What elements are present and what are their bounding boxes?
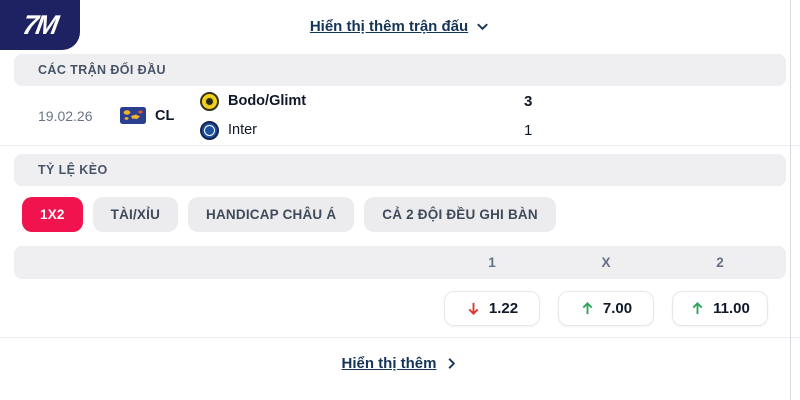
home-team-name: Bodo/Glimt [228, 93, 307, 109]
tab-asian-handicap[interactable]: HANDICAP CHÂU Á [188, 197, 355, 232]
arrow-up-icon [582, 302, 593, 315]
top-header: 7M Hiển thị thêm trận đấu [0, 0, 800, 52]
odds-value-draw: 7.00 [602, 300, 633, 317]
away-team-score: 1 [524, 121, 533, 139]
h2h-section-title: CÁC TRẬN ĐỐI ĐẦU [38, 63, 166, 77]
show-more-matches-link[interactable]: Hiển thị thêm trận đấu [310, 18, 490, 35]
teams-block: Bodo/Glimt 3 Inter 1 [200, 89, 776, 142]
brand-logo-text: 7M [20, 9, 60, 40]
competition-code: CL [155, 107, 175, 124]
match-row[interactable]: 19.02.26 CL Bodo/Glimt 3 Inter 1 [0, 86, 800, 146]
tab-1x2[interactable]: 1X2 [22, 197, 83, 232]
show-more-link[interactable]: Hiển thị thêm [341, 355, 458, 372]
arrow-up-icon [692, 302, 703, 315]
brand-logo[interactable]: 7M [0, 0, 80, 50]
odds-section-header: TỶ LỆ KÈO [14, 154, 786, 186]
h2h-section-header: CÁC TRẬN ĐỐI ĐẦU [14, 54, 786, 86]
bodo-glimt-logo-icon [200, 91, 219, 111]
odds-value-home: 1.22 [488, 300, 519, 317]
competition: CL [120, 107, 200, 124]
odds-column-draw: X [601, 255, 611, 270]
away-team-row: Inter 1 [200, 118, 776, 142]
tab-over-under[interactable]: TÀI/XỈU [92, 197, 179, 232]
home-team-score: 3 [524, 92, 533, 110]
tab-both-teams-score[interactable]: CẢ 2 ĐỘI ĐỀU GHI BÀN [364, 197, 556, 232]
odds-column-away: 2 [716, 255, 724, 270]
show-more-matches-label: Hiển thị thêm trận đấu [309, 17, 469, 35]
away-team-name: Inter [228, 122, 258, 138]
odds-column-home: 1 [488, 255, 496, 270]
chevron-down-icon [477, 22, 489, 30]
odds-value-away: 11.00 [713, 300, 750, 317]
show-more-label: Hiển thị thêm [341, 355, 437, 372]
arrow-down-icon [468, 302, 479, 315]
odds-button-draw[interactable]: 7.00 [558, 291, 654, 326]
odds-button-away[interactable]: 11.00 [672, 291, 768, 326]
divider [0, 337, 800, 338]
odds-section-title: TỶ LỆ KÈO [38, 163, 108, 177]
odds-market-tabs: 1X2 TÀI/XỈU HANDICAP CHÂU Á CẢ 2 ĐỘI ĐỀU… [0, 186, 800, 244]
page-right-edge [790, 0, 791, 400]
show-more-wrap: Hiển thị thêm [0, 338, 800, 372]
world-flag-icon [120, 107, 146, 124]
odds-button-home[interactable]: 1.22 [444, 291, 540, 326]
odds-values-row: 1.22 7.00 11.00 [0, 279, 800, 337]
home-team-row: Bodo/Glimt 3 [200, 89, 776, 113]
odds-columns-bar: 1 X 2 [14, 246, 786, 279]
match-date: 19.02.26 [38, 107, 93, 124]
chevron-right-icon [447, 358, 455, 369]
inter-logo-icon [200, 120, 219, 140]
